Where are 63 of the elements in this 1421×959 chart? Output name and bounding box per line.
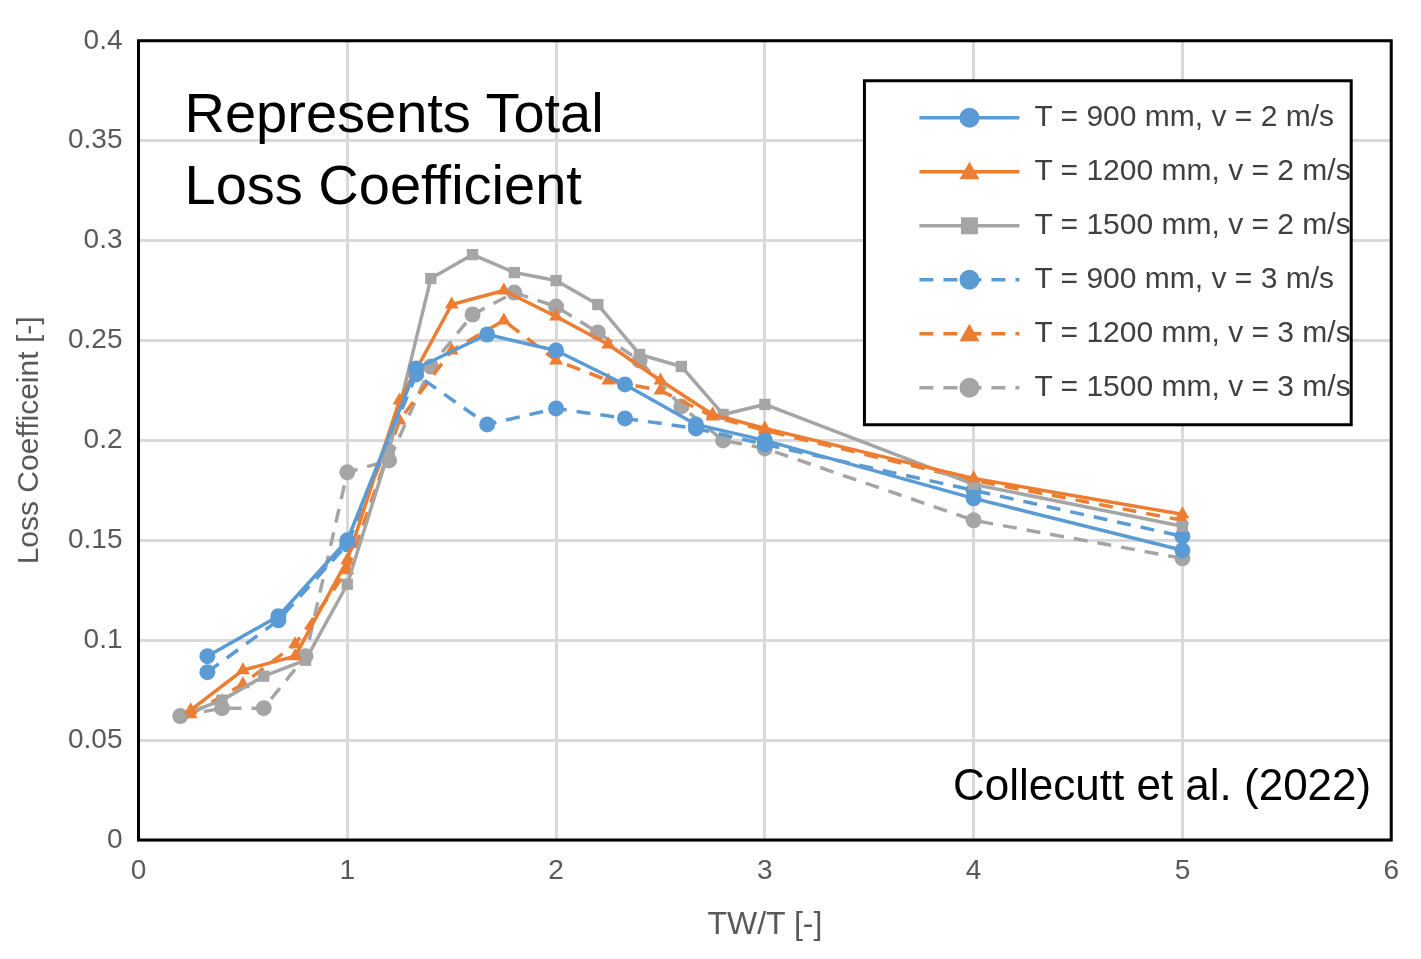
- point: [1176, 520, 1189, 532]
- legend-label: T = 1200 mm, v = 2 m/s: [1034, 153, 1351, 187]
- point: [965, 512, 982, 529]
- legend-label: T = 1500 mm, v = 3 m/s: [1034, 369, 1351, 403]
- point: [466, 248, 479, 261]
- point: [508, 266, 520, 279]
- y-tick-label: 0.05: [68, 722, 123, 754]
- legend-label: T = 900 mm, v = 2 m/s: [1034, 99, 1334, 133]
- x-axis-title: TW/T [-]: [707, 904, 823, 941]
- point: [408, 360, 425, 377]
- point: [288, 648, 303, 661]
- y-tick-label: 0.3: [83, 223, 123, 255]
- y-tick-label: 0.2: [83, 423, 123, 455]
- point: [548, 400, 565, 417]
- point: [653, 372, 668, 385]
- point: [183, 702, 198, 715]
- point: [425, 272, 437, 285]
- point: [444, 296, 459, 309]
- legend-label: T = 900 mm, v = 3 m/s: [1034, 261, 1334, 295]
- x-tick-label: 3: [757, 853, 773, 885]
- point: [1174, 542, 1191, 559]
- point: [479, 416, 496, 433]
- point: [592, 298, 604, 311]
- point: [339, 532, 356, 549]
- point: [479, 326, 496, 343]
- point: [1175, 506, 1190, 519]
- point: [496, 282, 511, 295]
- point: [235, 662, 250, 675]
- legend-label: T = 1200 mm, v = 3 m/s: [1034, 315, 1351, 349]
- point: [341, 578, 353, 590]
- y-tick-label: 0.15: [68, 523, 123, 555]
- point: [199, 648, 216, 665]
- point: [199, 664, 216, 681]
- point: [258, 670, 270, 682]
- point: [340, 552, 355, 565]
- point: [616, 376, 633, 393]
- point: [550, 274, 562, 287]
- y-tick-label: 0.1: [83, 622, 123, 654]
- x-tick-label: 1: [339, 853, 356, 885]
- x-tick-label: 0: [130, 853, 147, 885]
- point: [255, 700, 272, 717]
- y-axis-title: Loss Coefficeint [-]: [11, 316, 45, 565]
- x-tick-label: 2: [548, 853, 564, 885]
- point: [601, 336, 616, 349]
- point: [464, 306, 481, 323]
- y-tick-label: 0.25: [68, 323, 123, 355]
- y-tick-label: 0.4: [83, 23, 123, 55]
- point: [759, 398, 771, 411]
- x-tick-label: 5: [1174, 853, 1191, 885]
- annotation: Collecutt et al. (2022): [953, 760, 1372, 810]
- y-tick-label: 0.35: [68, 123, 123, 155]
- legend-label: T = 1500 mm, v = 2 m/s: [1034, 207, 1351, 241]
- x-tick-label: 4: [965, 853, 982, 885]
- point: [496, 312, 511, 325]
- point: [616, 410, 633, 427]
- y-tick-label: 0: [106, 822, 123, 854]
- x-tick-label: 6: [1383, 853, 1399, 885]
- point: [339, 464, 356, 481]
- point: [549, 308, 563, 321]
- annotation: Represents Total Loss Coefficient: [184, 81, 604, 217]
- point: [675, 360, 687, 373]
- point: [548, 342, 565, 359]
- point: [653, 382, 668, 395]
